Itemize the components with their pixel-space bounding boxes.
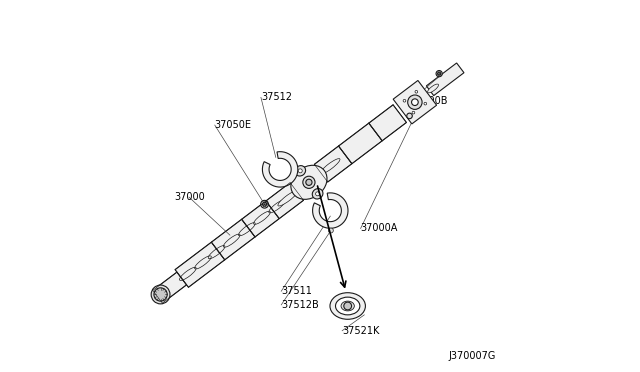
Text: 37511: 37511 bbox=[281, 286, 312, 296]
Text: 37000B: 37000B bbox=[410, 96, 448, 106]
Circle shape bbox=[407, 113, 412, 119]
Ellipse shape bbox=[341, 301, 355, 311]
Circle shape bbox=[151, 285, 170, 304]
Text: 37050E: 37050E bbox=[215, 120, 252, 130]
Polygon shape bbox=[393, 80, 436, 124]
Ellipse shape bbox=[330, 293, 365, 319]
Circle shape bbox=[344, 302, 351, 310]
Circle shape bbox=[412, 99, 418, 106]
Circle shape bbox=[154, 288, 167, 301]
Ellipse shape bbox=[291, 165, 327, 199]
Text: 37000: 37000 bbox=[174, 192, 205, 202]
Ellipse shape bbox=[428, 84, 438, 93]
Ellipse shape bbox=[312, 189, 323, 199]
Text: 37512B: 37512B bbox=[281, 300, 319, 310]
Text: 37000A: 37000A bbox=[360, 224, 398, 234]
Ellipse shape bbox=[278, 191, 298, 206]
Polygon shape bbox=[153, 272, 187, 303]
Circle shape bbox=[438, 72, 441, 75]
Ellipse shape bbox=[320, 158, 340, 174]
Ellipse shape bbox=[335, 297, 360, 315]
Circle shape bbox=[436, 71, 442, 77]
Circle shape bbox=[262, 202, 266, 206]
Text: 37512: 37512 bbox=[261, 92, 292, 102]
Circle shape bbox=[303, 176, 315, 188]
Polygon shape bbox=[369, 105, 406, 141]
Circle shape bbox=[403, 99, 406, 102]
Circle shape bbox=[408, 95, 422, 109]
Text: J370007G: J370007G bbox=[448, 352, 495, 361]
Circle shape bbox=[328, 228, 333, 233]
Polygon shape bbox=[314, 146, 352, 182]
Polygon shape bbox=[211, 219, 255, 260]
Polygon shape bbox=[262, 152, 298, 187]
Ellipse shape bbox=[295, 166, 305, 176]
Polygon shape bbox=[339, 123, 382, 164]
Text: 37521K: 37521K bbox=[342, 326, 380, 336]
Polygon shape bbox=[242, 201, 279, 237]
Circle shape bbox=[412, 111, 415, 114]
Circle shape bbox=[260, 201, 268, 208]
Circle shape bbox=[306, 179, 312, 185]
Circle shape bbox=[415, 90, 418, 93]
Polygon shape bbox=[266, 183, 303, 219]
Polygon shape bbox=[175, 242, 225, 287]
Circle shape bbox=[316, 192, 319, 196]
Circle shape bbox=[298, 169, 302, 173]
Polygon shape bbox=[312, 193, 348, 228]
Polygon shape bbox=[426, 63, 464, 96]
Circle shape bbox=[424, 102, 427, 105]
